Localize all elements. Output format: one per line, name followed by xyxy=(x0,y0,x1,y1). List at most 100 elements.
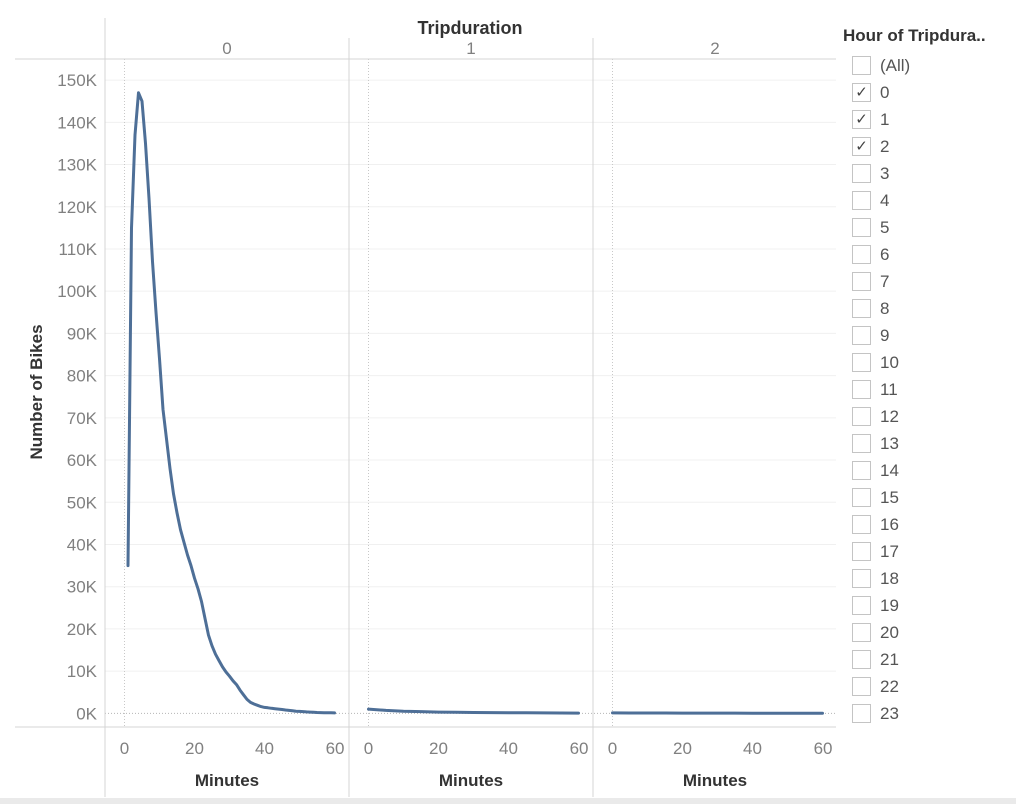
checkbox-unchecked[interactable] xyxy=(852,677,871,696)
filter-item[interactable]: 13 xyxy=(843,430,1016,457)
x-axis-label: Minutes xyxy=(439,771,503,790)
filter-item-label: 3 xyxy=(880,163,890,183)
filter-item-label: 21 xyxy=(880,649,899,669)
checkbox-unchecked[interactable] xyxy=(852,272,871,291)
y-tick-label: 140K xyxy=(57,113,97,132)
checkbox-unchecked[interactable] xyxy=(852,623,871,642)
y-tick-label: 90K xyxy=(67,324,98,343)
checkbox-unchecked[interactable] xyxy=(852,542,871,561)
y-tick-label: 130K xyxy=(57,156,97,175)
checkbox-checked[interactable]: ✓ xyxy=(852,137,871,156)
filter-item-label: 10 xyxy=(880,352,899,372)
filter-item[interactable]: 20 xyxy=(843,619,1016,646)
y-tick-label: 30K xyxy=(67,578,98,597)
filter-item-label: 19 xyxy=(880,595,899,615)
checkbox-unchecked[interactable] xyxy=(852,650,871,669)
series-line xyxy=(126,91,336,715)
checkbox-checked[interactable]: ✓ xyxy=(852,83,871,102)
grid-layer xyxy=(105,59,836,726)
filter-item-label: 0 xyxy=(880,82,890,102)
checkbox-unchecked[interactable] xyxy=(852,56,871,75)
filter-item[interactable]: 12 xyxy=(843,403,1016,430)
filter-item[interactable]: 19 xyxy=(843,592,1016,619)
checkbox-unchecked[interactable] xyxy=(852,191,871,210)
check-icon: ✓ xyxy=(855,111,868,128)
checkbox-unchecked[interactable] xyxy=(852,407,871,426)
filter-item[interactable]: 14 xyxy=(843,457,1016,484)
filter-item[interactable]: 9 xyxy=(843,322,1016,349)
filter-item[interactable]: 3 xyxy=(843,160,1016,187)
filter-item-label: 6 xyxy=(880,244,890,264)
x-tick-label: 20 xyxy=(673,739,692,758)
checkbox-unchecked[interactable] xyxy=(852,326,871,345)
label-layer: Tripduration Number of Bikes 0K 10K 20K 30K 40… xyxy=(27,18,833,790)
panel-header-label: 1 xyxy=(466,39,475,58)
filter-item[interactable]: 17 xyxy=(843,538,1016,565)
checkbox-unchecked[interactable] xyxy=(852,164,871,183)
filter-item[interactable]: ✓ 0 xyxy=(843,79,1016,106)
checkbox-unchecked[interactable] xyxy=(852,245,871,264)
filter-item[interactable]: 11 xyxy=(843,376,1016,403)
filter-item[interactable]: 6 xyxy=(843,241,1016,268)
x-tick-label: 20 xyxy=(185,739,204,758)
checkbox-unchecked[interactable] xyxy=(852,299,871,318)
filter-item-label: 20 xyxy=(880,622,899,642)
checkbox-unchecked[interactable] xyxy=(852,515,871,534)
x-tick-label: 40 xyxy=(255,739,274,758)
x-tick-label: 20 xyxy=(429,739,448,758)
x-tick-label: 0 xyxy=(120,739,129,758)
filter-item-label: 11 xyxy=(880,379,898,399)
filter-item[interactable]: 5 xyxy=(843,214,1016,241)
filter-item[interactable]: 23 xyxy=(843,700,1016,727)
filter-item-label: 13 xyxy=(880,433,899,453)
filter-item[interactable]: 21 xyxy=(843,646,1016,673)
filter-item[interactable]: 4 xyxy=(843,187,1016,214)
filter-item[interactable]: ✓ 1 xyxy=(843,106,1016,133)
filter-item[interactable]: 18 xyxy=(843,565,1016,592)
checkbox-unchecked[interactable] xyxy=(852,488,871,507)
y-tick-label: 100K xyxy=(57,282,97,301)
checkbox-checked[interactable]: ✓ xyxy=(852,110,871,129)
bottom-strip xyxy=(0,798,1016,804)
checkbox-unchecked[interactable] xyxy=(852,434,871,453)
checkbox-unchecked[interactable] xyxy=(852,704,871,723)
filter-item-label: 5 xyxy=(880,217,890,237)
checkbox-unchecked[interactable] xyxy=(852,218,871,237)
y-tick-label: 120K xyxy=(57,198,97,217)
filter-item-label: 1 xyxy=(880,109,890,129)
filter-panel: Hour of Tripdura.. (All) ✓ 0 ✓ 1 ✓ 2 3 4 5 6 7 8 9 10 1… xyxy=(843,22,1016,727)
chart-frame xyxy=(15,18,836,797)
filter-item-label: 7 xyxy=(880,271,890,291)
filter-item[interactable]: 22 xyxy=(843,673,1016,700)
filter-item[interactable]: 15 xyxy=(843,484,1016,511)
checkbox-unchecked[interactable] xyxy=(852,461,871,480)
filter-item-label: 17 xyxy=(880,541,899,561)
filter-item[interactable]: 16 xyxy=(843,511,1016,538)
y-tick-label: 10K xyxy=(67,662,98,681)
filter-item-label: 18 xyxy=(880,568,899,588)
panel-header-label: 0 xyxy=(222,39,231,58)
filter-item-label: (All) xyxy=(880,55,911,75)
filter-item[interactable]: (All) xyxy=(843,52,1016,79)
filter-item-label: 12 xyxy=(880,406,899,426)
y-tick-label: 80K xyxy=(67,367,98,386)
y-tick-label: 150K xyxy=(57,71,97,90)
checkbox-unchecked[interactable] xyxy=(852,353,871,372)
y-tick-label: 40K xyxy=(67,535,98,554)
y-tick-label: 50K xyxy=(67,493,98,512)
filter-item-label: 15 xyxy=(880,487,899,507)
y-tick-label: 20K xyxy=(67,620,98,639)
checkbox-unchecked[interactable] xyxy=(852,596,871,615)
checkbox-unchecked[interactable] xyxy=(852,380,871,399)
filter-item[interactable]: 10 xyxy=(843,349,1016,376)
filter-item-label: 23 xyxy=(880,703,899,723)
filter-item-label: 14 xyxy=(880,460,899,480)
x-tick-label: 60 xyxy=(814,739,833,758)
filter-item[interactable]: 7 xyxy=(843,268,1016,295)
filter-item[interactable]: 8 xyxy=(843,295,1016,322)
chart: Tripduration Number of Bikes 0K 10K 20K 30K 40… xyxy=(15,18,836,797)
filter-item[interactable]: ✓ 2 xyxy=(843,133,1016,160)
filter-item-label: 9 xyxy=(880,325,890,345)
y-tick-label: 70K xyxy=(67,409,98,428)
checkbox-unchecked[interactable] xyxy=(852,569,871,588)
